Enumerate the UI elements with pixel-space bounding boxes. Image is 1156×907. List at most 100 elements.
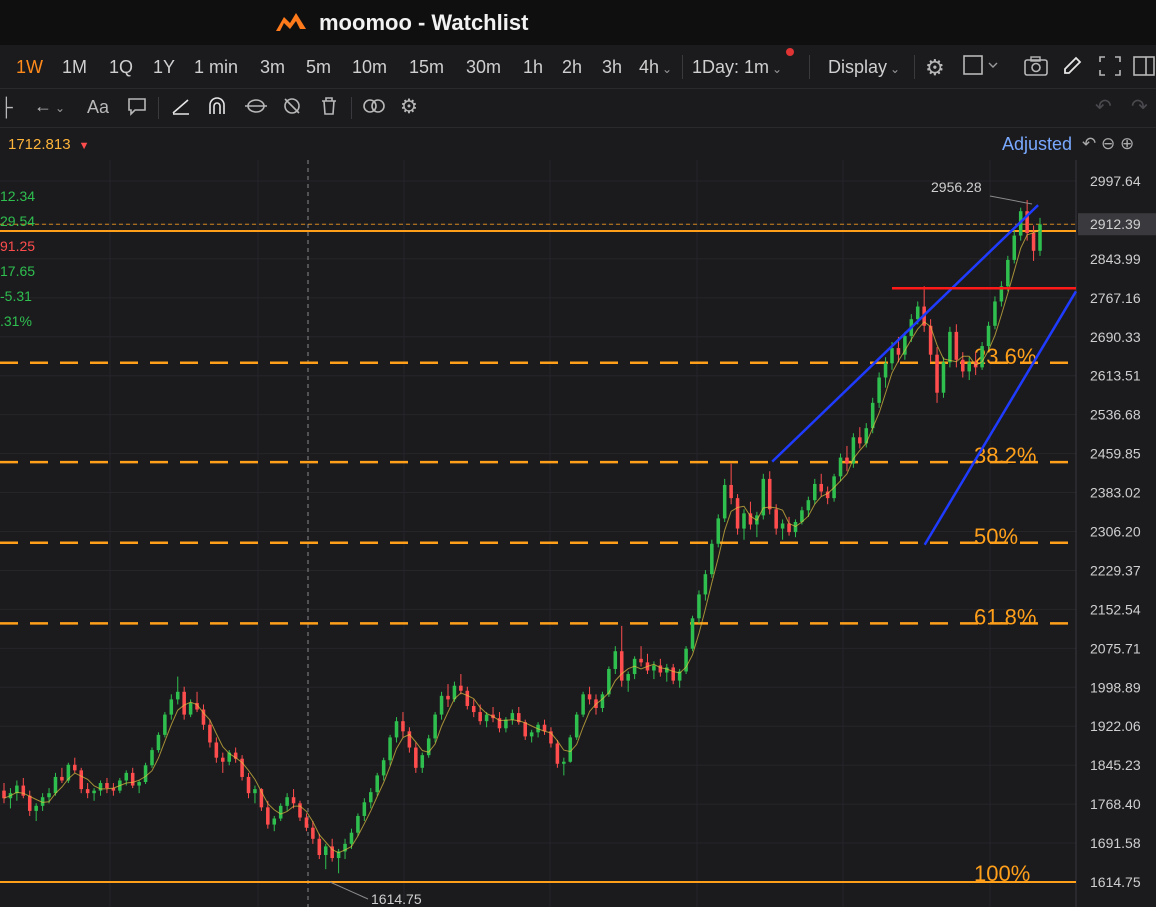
arrow-left-icon[interactable]: ← ⌄ <box>34 96 66 116</box>
reset-icon[interactable]: ↶ <box>1082 134 1097 153</box>
candle-body <box>697 594 701 619</box>
y-tick-label: 2459.85 <box>1090 446 1141 462</box>
candle-body <box>465 690 470 706</box>
candle-body <box>175 691 180 700</box>
candle-body <box>999 286 1004 302</box>
candle-body <box>948 331 952 363</box>
undo-icon[interactable]: ↶ <box>1095 96 1112 118</box>
redo-icon[interactable]: ↷ <box>1131 96 1148 118</box>
timeframe-15m[interactable]: 15m <box>409 57 445 77</box>
y-tick-label: 2383.02 <box>1090 485 1141 501</box>
candle-body <box>66 764 71 781</box>
session-dropdown[interactable]: 1Day: 1m ⌄ <box>692 57 783 77</box>
y-tick-label: 2536.68 <box>1090 407 1141 423</box>
candle-body <box>343 843 347 852</box>
zoom-out-icon[interactable]: ⊖ <box>1100 134 1116 153</box>
candle-body <box>34 805 38 811</box>
hide-drawings-icon[interactable] <box>282 96 302 121</box>
candle-body <box>130 772 135 786</box>
candle-body <box>291 797 296 804</box>
channel-lower-line <box>923 290 1078 546</box>
indicator-value: 12.34 <box>0 188 36 204</box>
candle-body <box>439 695 444 715</box>
candle-body <box>323 846 328 856</box>
candle-body <box>330 846 334 859</box>
notification-dot <box>786 48 794 56</box>
separator <box>809 55 810 79</box>
current-price-readout[interactable]: 1712.813 ▼ <box>8 136 90 153</box>
candle-body <box>658 665 663 673</box>
camera-icon[interactable] <box>1023 55 1049 82</box>
zoom-controls: ↶ ⊖ ⊕ <box>1082 134 1134 154</box>
timeframe-30m[interactable]: 30m <box>466 57 502 77</box>
channel-upper-line <box>771 204 1039 463</box>
candle-body <box>401 721 405 732</box>
y-tick-label: 2075.71 <box>1090 640 1141 656</box>
y-tick-label: 2152.54 <box>1090 601 1141 617</box>
timeframe-10m[interactable]: 10m <box>352 57 388 77</box>
candle-body <box>2 790 6 799</box>
timeframe-3m[interactable]: 3m <box>260 57 286 77</box>
y-tick-label: 1691.58 <box>1090 835 1141 851</box>
timeframe-toolbar: 1Day: 1m ⌄ 4h ⌄ Display ⌄ ⚙ 1W 1M 1Q 1Y 1 min 3m… <box>0 45 1156 89</box>
gear-icon[interactable]: ⚙ <box>925 55 945 80</box>
timeframe-1h[interactable]: 1h <box>523 57 544 77</box>
candle-body <box>272 818 277 825</box>
layout-dropdown[interactable] <box>963 54 1003 83</box>
candle-body <box>156 734 161 751</box>
settings-icon[interactable]: ⚙ <box>400 96 418 118</box>
adjusted-label[interactable]: Adjusted <box>1002 134 1073 154</box>
candle-body <box>349 832 354 844</box>
candle-body <box>864 428 869 444</box>
fib-level-label: 23.6% <box>974 344 1036 369</box>
line-tool-icon[interactable] <box>171 96 191 121</box>
timeframe-1min[interactable]: 1 min <box>194 57 239 77</box>
candle-body <box>748 513 753 525</box>
link-icon[interactable] <box>244 96 268 121</box>
text-tool-button[interactable]: Aa <box>87 97 110 117</box>
display-dropdown[interactable]: Display ⌄ <box>828 57 901 77</box>
candle-body <box>304 817 309 828</box>
candle-body <box>497 718 502 729</box>
candle-body <box>298 803 302 818</box>
candle-body <box>652 665 656 671</box>
candle-body <box>21 785 26 796</box>
low-label-leader <box>329 881 369 900</box>
timeframe-4h-dropdown[interactable]: 4h ⌄ <box>639 57 673 77</box>
pencil-icon[interactable] <box>1061 55 1083 82</box>
candle-body <box>555 743 560 764</box>
side-panel-icon[interactable] <box>1132 55 1156 82</box>
candle-body <box>774 509 778 529</box>
timeframe-1y[interactable]: 1Y <box>153 57 176 77</box>
timeframe-1w[interactable]: 1W <box>16 57 43 77</box>
candle-body <box>870 402 875 429</box>
candle-body <box>311 827 315 839</box>
candle-body <box>1031 233 1036 251</box>
trash-icon[interactable] <box>319 96 339 121</box>
timeframe-3h[interactable]: 3h <box>602 57 623 77</box>
candle-body <box>446 695 450 700</box>
candle-body <box>246 776 251 794</box>
zoom-in-icon[interactable]: ⊕ <box>1119 134 1135 153</box>
fib-level-label: 61.8% <box>974 604 1036 629</box>
candle-body <box>433 714 437 739</box>
candle-body <box>825 491 830 499</box>
timeframe-1m[interactable]: 1M <box>62 57 88 77</box>
partial-icon[interactable]: ├ <box>0 97 13 117</box>
comment-icon[interactable] <box>127 96 147 121</box>
fullscreen-icon[interactable] <box>1098 55 1122 82</box>
timeframe-5m[interactable]: 5m <box>306 57 332 77</box>
magnet-icon[interactable] <box>207 96 227 121</box>
timeframe-2h[interactable]: 2h <box>562 57 583 77</box>
compare-icon[interactable] <box>361 96 387 121</box>
candle-body <box>111 788 116 791</box>
candle-body <box>517 713 521 723</box>
candle-body <box>568 737 573 762</box>
candle-body <box>941 362 946 393</box>
timeframe-1q[interactable]: 1Q <box>109 57 134 77</box>
chart-background <box>0 160 1156 907</box>
candle-body <box>15 785 19 794</box>
y-tick-label: 1614.75 <box>1090 874 1141 890</box>
candle-body <box>967 362 971 372</box>
candlestick-chart[interactable]: 23.6% 38.2% 50% 61.8% 100% 2956.28 1614.75 2997… <box>0 160 1156 907</box>
